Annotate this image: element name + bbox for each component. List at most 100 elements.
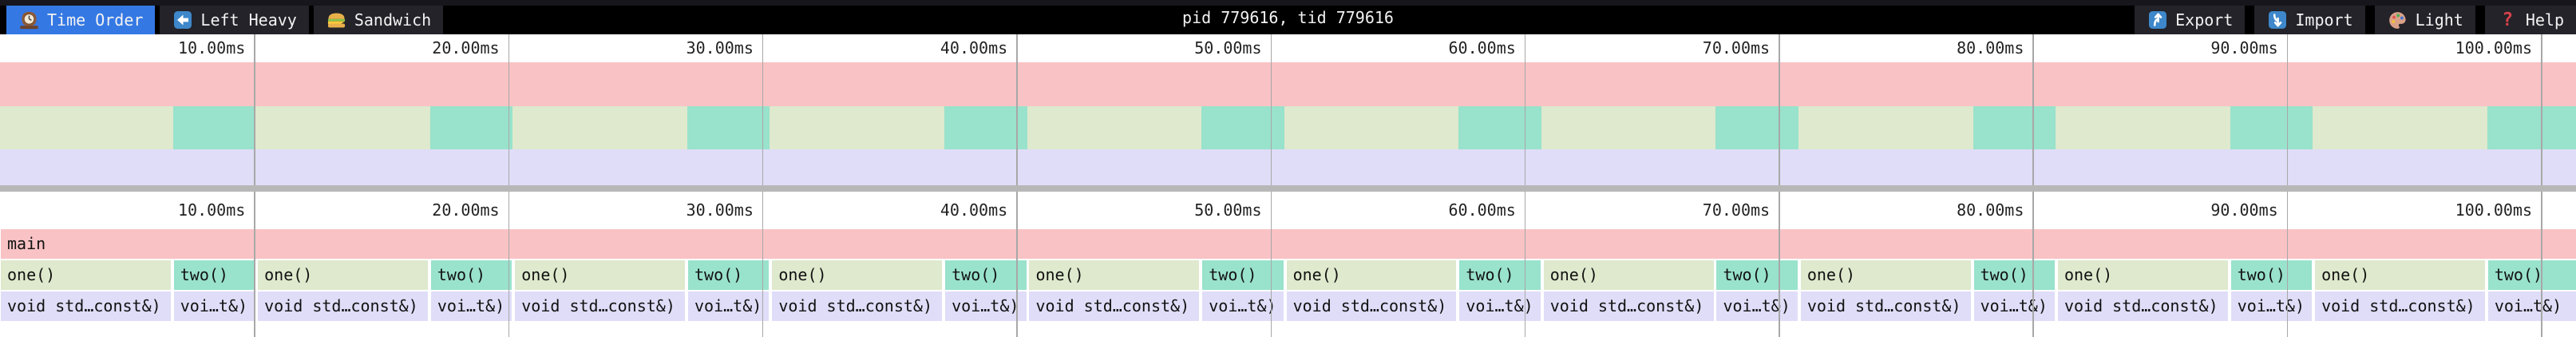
frame-void-symbol[interactable]: void std…const&) bbox=[1, 291, 171, 321]
frame-label: two() bbox=[1723, 265, 1771, 284]
frame-one[interactable]: one() bbox=[515, 260, 686, 290]
frame-label: two() bbox=[437, 265, 486, 284]
tab-time-order[interactable]: Time Order bbox=[6, 6, 156, 34]
frame-label: voi…t&) bbox=[952, 296, 1019, 315]
minimap-band-one-two[interactable] bbox=[0, 106, 2576, 149]
frame-void-symbol[interactable]: voi…t&) bbox=[945, 291, 1027, 321]
tab-left-heavy[interactable]: Left Heavy bbox=[160, 6, 309, 34]
profile-title: pid 779616, tid 779616 bbox=[1182, 7, 1394, 27]
frame-label: two() bbox=[694, 265, 743, 284]
frame-label: void std…const&) bbox=[1035, 296, 1190, 315]
frame-label: voi…t&) bbox=[1980, 296, 2048, 315]
frame-label: voi…t&) bbox=[1466, 296, 1533, 315]
frame-void-symbol[interactable]: voi…t&) bbox=[430, 291, 512, 321]
frame-void-symbol[interactable]: void std…const&) bbox=[1543, 291, 1714, 321]
minimap-band-void[interactable] bbox=[0, 149, 2576, 185]
time-tick-label: 20.00ms bbox=[432, 38, 500, 57]
frame-two[interactable]: two() bbox=[430, 260, 512, 290]
frame-two[interactable]: two() bbox=[1973, 260, 2056, 290]
time-tick-label: 20.00ms bbox=[432, 200, 500, 220]
tab-label: Sandwich bbox=[354, 10, 432, 30]
flamechart[interactable]: 10.00ms 20.00ms 30.00ms 40.00ms 50.00ms 60.00… bbox=[0, 192, 2576, 337]
frame-one[interactable]: one() bbox=[2315, 260, 2485, 290]
frame-one[interactable]: one() bbox=[772, 260, 943, 290]
frame-label: one() bbox=[1549, 265, 1598, 284]
frame-void-symbol[interactable]: void std…const&) bbox=[772, 291, 943, 321]
gridline bbox=[2032, 34, 2034, 185]
frame-void-symbol[interactable]: voi…t&) bbox=[2487, 291, 2576, 321]
frame-two[interactable]: two() bbox=[2230, 260, 2313, 290]
frame-two[interactable]: two() bbox=[688, 260, 770, 290]
frame-label: void std…const&) bbox=[1806, 296, 1961, 315]
frame-two[interactable]: two() bbox=[1202, 260, 1284, 290]
frame-one[interactable]: one() bbox=[2057, 260, 2228, 290]
toolbar-top-strip bbox=[0, 0, 2576, 6]
frame-void-symbol[interactable]: void std…const&) bbox=[1286, 291, 1457, 321]
frame-one[interactable]: one() bbox=[1, 260, 171, 290]
minimap[interactable]: 10.00ms 20.00ms 30.00ms 40.00ms 50.00ms 60.00… bbox=[0, 34, 2576, 185]
frame-label: one() bbox=[2064, 265, 2113, 284]
tab-sandwich[interactable]: Sandwich bbox=[313, 6, 444, 34]
gridline bbox=[1779, 34, 1780, 185]
toolbar-actions: Export Import Light ? Help bbox=[2135, 6, 2576, 34]
frame-label: two() bbox=[952, 265, 1000, 284]
frame-one[interactable]: one() bbox=[1029, 260, 1200, 290]
time-tick-label: 70.00ms bbox=[1702, 38, 1771, 57]
frame-label: voi…t&) bbox=[180, 296, 248, 315]
frame-label: two() bbox=[1209, 265, 1257, 284]
frame-label: one() bbox=[1035, 265, 1084, 284]
frame-one[interactable]: one() bbox=[1543, 260, 1714, 290]
minimap-band-main[interactable] bbox=[0, 62, 2576, 106]
time-tick-label: 60.00ms bbox=[1448, 38, 1516, 57]
frame-void-symbol[interactable]: void std…const&) bbox=[1800, 291, 1971, 321]
frame-void-symbol[interactable]: voi…t&) bbox=[2230, 291, 2313, 321]
flamechart-row-void: void std…const&) voi…t&) void std…const&) v… bbox=[0, 291, 2576, 321]
time-tick-label: 100.00ms bbox=[2455, 200, 2532, 220]
frame-label: voi…t&) bbox=[1209, 296, 1276, 315]
frame-one[interactable]: one() bbox=[1286, 260, 1457, 290]
flamechart-row-main: main bbox=[0, 229, 2576, 259]
frame-label: voi…t&) bbox=[694, 296, 762, 315]
flamechart-gridlines bbox=[0, 192, 2576, 337]
frame-void-symbol[interactable]: voi…t&) bbox=[173, 291, 255, 321]
frame-label: two() bbox=[180, 265, 228, 284]
frame-void-symbol[interactable]: voi…t&) bbox=[1973, 291, 2056, 321]
frame-one[interactable]: one() bbox=[1800, 260, 1971, 290]
import-icon bbox=[2266, 10, 2288, 31]
frame-void-symbol[interactable]: void std…const&) bbox=[515, 291, 686, 321]
help-button[interactable]: ? Help bbox=[2484, 6, 2576, 34]
frame-main[interactable]: main bbox=[1, 229, 2576, 259]
import-button[interactable]: Import bbox=[2254, 6, 2365, 34]
time-tick-label: 50.00ms bbox=[1194, 38, 1262, 57]
gridline bbox=[254, 34, 255, 185]
frame-void-symbol[interactable]: void std…const&) bbox=[258, 291, 428, 321]
time-tick-label: 40.00ms bbox=[940, 200, 1008, 220]
frame-label: one() bbox=[2321, 265, 2370, 284]
frame-two[interactable]: two() bbox=[1716, 260, 1798, 290]
frame-two[interactable]: two() bbox=[1459, 260, 1541, 290]
frame-two[interactable]: two() bbox=[2487, 260, 2576, 290]
frame-label: one() bbox=[7, 265, 56, 284]
frame-two[interactable]: two() bbox=[945, 260, 1027, 290]
frame-void-symbol[interactable]: voi…t&) bbox=[688, 291, 770, 321]
tab-label: Left Heavy bbox=[200, 10, 297, 30]
frame-void-symbol[interactable]: void std…const&) bbox=[2315, 291, 2485, 321]
gridline bbox=[2286, 192, 2289, 337]
minimap-ruler: 10.00ms 20.00ms 30.00ms 40.00ms 50.00ms 60.00… bbox=[0, 34, 2576, 62]
gridline bbox=[762, 34, 764, 185]
minimap-separator bbox=[0, 185, 2576, 192]
frame-label: void std…const&) bbox=[2064, 296, 2218, 315]
frame-void-symbol[interactable]: voi…t&) bbox=[1202, 291, 1284, 321]
minimap-two-block bbox=[1715, 106, 1798, 149]
gridline bbox=[1524, 192, 1526, 337]
time-tick-label: 80.00ms bbox=[1957, 38, 2024, 57]
theme-button[interactable]: Light bbox=[2374, 6, 2475, 34]
frame-two[interactable]: two() bbox=[173, 260, 255, 290]
export-button[interactable]: Export bbox=[2135, 6, 2246, 34]
frame-void-symbol[interactable]: void std…const&) bbox=[1029, 291, 1200, 321]
frame-one[interactable]: one() bbox=[258, 260, 428, 290]
time-tick-label: 40.00ms bbox=[940, 38, 1008, 57]
frame-void-symbol[interactable]: void std…const&) bbox=[2057, 291, 2228, 321]
frame-label: two() bbox=[1466, 265, 1514, 284]
frame-void-symbol[interactable]: voi…t&) bbox=[1459, 291, 1541, 321]
